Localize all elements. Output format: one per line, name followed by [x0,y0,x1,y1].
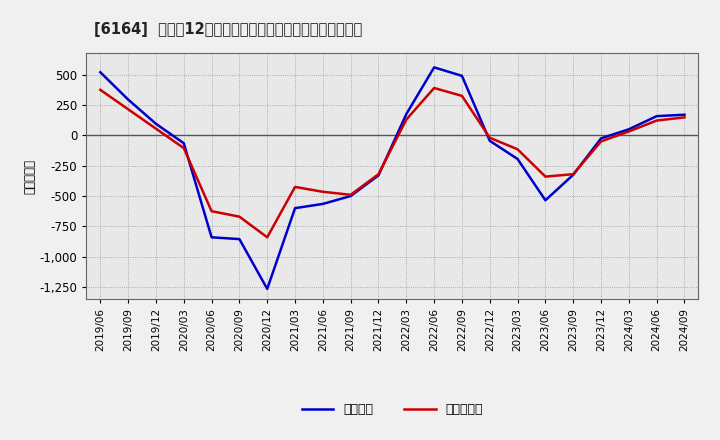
当期純利益 [513,147,522,152]
当期純利益 [152,126,161,131]
経常利益 [485,138,494,143]
当期純利益 [207,209,216,214]
Line: 経常利益: 経常利益 [100,67,685,289]
経常利益 [152,121,161,126]
経常利益 [597,136,606,141]
当期純利益 [124,106,132,112]
当期純利益 [597,139,606,144]
当期純利益 [291,184,300,190]
経常利益 [680,112,689,117]
経常利益 [402,111,410,117]
経常利益 [430,65,438,70]
当期純利益 [458,93,467,99]
経常利益 [318,201,327,206]
当期純利益 [235,214,243,219]
Line: 当期純利益: 当期純利益 [100,88,685,237]
経常利益 [207,235,216,240]
当期純利益 [652,118,661,123]
Y-axis label: （百万円）: （百万円） [24,158,37,194]
当期純利益 [541,174,550,179]
経常利益 [124,97,132,102]
当期純利益 [624,129,633,134]
経常利益 [96,70,104,75]
経常利益 [624,127,633,132]
Text: [6164]  利益だ12か月移動合計の対前年同期増減額の推移: [6164] 利益だ12か月移動合計の対前年同期増減額の推移 [94,22,362,37]
当期純利益 [485,135,494,140]
経常利益 [346,194,355,199]
当期純利益 [374,172,383,177]
経常利益 [291,205,300,211]
当期純利益 [680,115,689,120]
経常利益 [179,141,188,146]
経常利益 [235,236,243,242]
当期純利益 [179,146,188,151]
当期純利益 [569,172,577,177]
経常利益 [458,73,467,78]
経常利益 [513,156,522,161]
経常利益 [569,172,577,177]
当期純利益 [263,235,271,240]
経常利益 [652,114,661,119]
Legend: 経常利益, 当期純利益: 経常利益, 当期純利益 [297,398,488,421]
当期純利益 [430,85,438,91]
当期純利益 [318,189,327,194]
経常利益 [541,198,550,203]
経常利益 [263,286,271,292]
経常利益 [374,173,383,178]
当期純利益 [402,117,410,122]
当期純利益 [96,87,104,92]
当期純利益 [346,192,355,198]
